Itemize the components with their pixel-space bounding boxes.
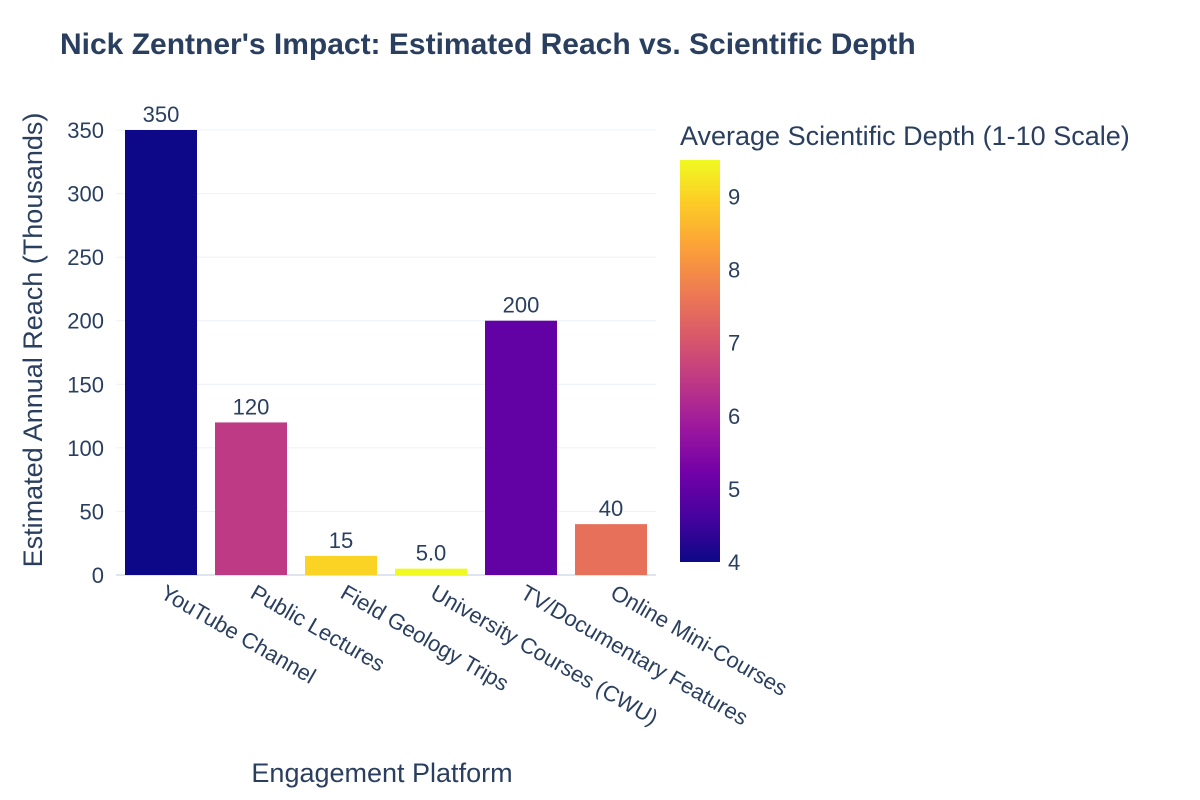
grid [116,129,656,576]
y-tick-label: 250 [67,245,104,270]
bar [305,555,377,575]
y-axis-ticks: 0 50 100 150 200 250 300 350 [67,118,104,588]
bars [125,130,647,575]
y-tick-label: 150 [67,372,104,397]
bar [575,524,647,575]
bar-value-label: 200 [503,293,540,318]
x-tick-label: YouTube Channel [157,580,321,689]
bar-value-label: 350 [143,102,180,127]
colorbar-tick-label: 9 [728,185,740,210]
colorbar-tick-label: 4 [728,550,740,575]
bar [215,422,287,575]
bar-value-label: 120 [233,394,270,419]
x-tick-label: Field Geology Trips [337,580,514,696]
chart-title: Nick Zentner's Impact: Estimated Reach v… [60,28,916,61]
y-tick-label: 50 [80,499,104,524]
bar [125,130,197,575]
y-tick-label: 200 [67,309,104,334]
y-tick-label: 300 [67,182,104,207]
colorbar: Average Scientific Depth (1-10 Scale) 4 5… [680,121,1130,575]
bar-value-label: 15 [329,528,353,553]
x-axis-title: Engagement Platform [251,758,512,788]
bar-value-label: 40 [599,496,623,521]
y-tick-label: 0 [92,563,104,588]
colorbar-ticks: 4 5 6 7 8 9 [728,185,740,575]
y-axis-title: Estimated Annual Reach (Thousands) [18,113,48,568]
y-tick-label: 350 [67,118,104,143]
bar [395,568,467,575]
colorbar-gradient [680,160,720,562]
colorbar-tick-label: 8 [728,258,740,283]
bar [485,320,557,575]
colorbar-title: Average Scientific Depth (1-10 Scale) [680,121,1130,151]
colorbar-tick-label: 6 [728,404,740,429]
data-labels: 350 120 15 5.0 200 40 [143,102,624,566]
colorbar-tick-label: 7 [728,331,740,356]
y-tick-label: 100 [67,436,104,461]
bar-value-label: 5.0 [416,541,447,566]
colorbar-tick-label: 5 [728,477,740,502]
